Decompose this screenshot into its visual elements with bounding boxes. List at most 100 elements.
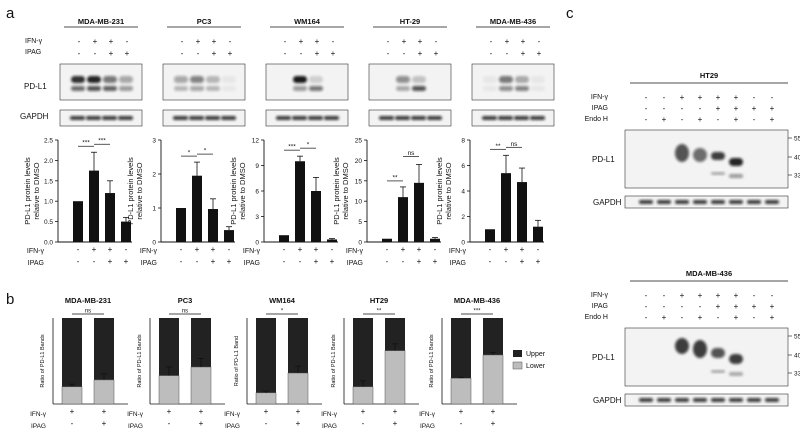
x-row-label-ipag: IPAG xyxy=(31,423,46,430)
ipag-sign: - xyxy=(490,49,493,58)
ifng-sign: + xyxy=(716,291,721,300)
gapdh-band xyxy=(639,200,653,204)
bar-chart-a-3: PD-L1 protein levels relative to DMSO0369… xyxy=(229,138,338,267)
gapdh-band xyxy=(173,116,188,120)
pdl1-band xyxy=(711,370,725,373)
y-tick-label: 9 xyxy=(255,163,259,170)
ipag-sign: - xyxy=(300,49,303,58)
endoh-sign: - xyxy=(681,313,684,322)
endoh-sign: - xyxy=(717,313,720,322)
ipag-sign: - xyxy=(181,49,184,58)
endoh-sign: + xyxy=(662,313,667,322)
kda-label: 55 kDa xyxy=(794,334,800,341)
ifng-sign: + xyxy=(698,291,703,300)
gapdh-band xyxy=(514,116,529,120)
bar-upper xyxy=(62,318,82,387)
ipag-sign: + xyxy=(418,49,423,58)
ifng-sign: + xyxy=(521,37,526,46)
ifng-sign: - xyxy=(645,93,648,102)
ipag-sign: - xyxy=(387,49,390,58)
ipag-sign: + xyxy=(199,419,204,428)
bar xyxy=(533,226,543,242)
pdl1-band-upper xyxy=(412,76,426,83)
pdl1-band-upper xyxy=(531,76,545,83)
bar-upper xyxy=(288,318,308,374)
pdl1-band-lower xyxy=(396,86,410,91)
cell-line-title-b: WM164 xyxy=(269,296,296,305)
ipag-sign: + xyxy=(124,257,129,266)
gapdh-band xyxy=(675,200,689,204)
ifng-sign: + xyxy=(212,37,217,46)
gapdh-band xyxy=(411,116,426,120)
endoh-sign: - xyxy=(753,313,756,322)
pdl1-band xyxy=(693,148,707,162)
gapdh-band xyxy=(675,398,689,402)
ipag-sign: - xyxy=(196,257,199,266)
gapdh-band xyxy=(765,200,779,204)
cell-line-title-b: PC3 xyxy=(178,296,193,305)
ipag-sign: - xyxy=(681,104,684,113)
x-row-label-ifng: IFN-γ xyxy=(27,248,45,255)
cell-line-title-a: HT-29 xyxy=(400,17,420,26)
significance-label: *** xyxy=(288,144,296,151)
pdl1-band-upper xyxy=(71,76,85,83)
gapdh-band xyxy=(379,116,394,120)
y-axis-label: relative to DMSO xyxy=(444,162,453,219)
y-tick-label: 8 xyxy=(461,138,465,145)
endoh-sign: + xyxy=(698,115,703,124)
ifng-sign: + xyxy=(680,291,685,300)
y-tick-label: 2.0 xyxy=(44,158,53,165)
y-axis-label: PD-L1 protein levels xyxy=(126,157,135,225)
ipag-sign: - xyxy=(93,257,96,266)
y-axis-label: relative to DMSO xyxy=(238,162,247,219)
ifng-sign: + xyxy=(459,407,464,416)
bar xyxy=(485,229,495,242)
significance-label: * xyxy=(281,309,284,315)
panel-label-a: a xyxy=(6,5,15,22)
x-row-label-ipag: IPAG xyxy=(141,260,157,267)
ifng-sign: + xyxy=(108,245,113,254)
ipag-sign: + xyxy=(491,419,496,428)
ifng-sign: + xyxy=(504,245,509,254)
label-ifng-c: IFN-γ xyxy=(591,94,609,101)
ifng-sign: + xyxy=(195,245,200,254)
pdl1-band-lower xyxy=(174,86,188,91)
blot-a-3: WM164 - - + - + + - + xyxy=(265,17,349,127)
ipag-sign: + xyxy=(521,49,526,58)
ifng-sign: + xyxy=(680,93,685,102)
pdl1-band-lower xyxy=(483,86,497,91)
ipag-sign: - xyxy=(506,49,509,58)
ipag-sign: - xyxy=(265,419,268,428)
bar-lower xyxy=(482,354,504,405)
ipag-sign: - xyxy=(283,257,286,266)
ifng-sign: + xyxy=(698,93,703,102)
gapdh-band xyxy=(324,116,339,120)
x-row-label-ipag: IPAG xyxy=(347,260,363,267)
gapdh-band xyxy=(86,116,101,120)
ifng-sign: - xyxy=(663,93,666,102)
bar xyxy=(414,182,424,242)
ifng-sign: + xyxy=(199,407,204,416)
ipag-sign: + xyxy=(108,257,113,266)
ipag-sign: - xyxy=(645,302,648,311)
ifng-sign: + xyxy=(505,37,510,46)
pdl1-band-upper xyxy=(499,76,513,83)
ifng-sign: - xyxy=(663,291,666,300)
y-axis-label: PD-L1 protein levels xyxy=(435,157,444,225)
ipag-sign: - xyxy=(299,257,302,266)
ipag-sign: - xyxy=(663,104,666,113)
bar-lower xyxy=(158,375,180,405)
ifng-sign: - xyxy=(771,291,774,300)
ipag-sign: + xyxy=(537,49,542,58)
endoh-sign: - xyxy=(645,313,648,322)
cell-line-title-a: WM164 xyxy=(294,17,321,26)
ipag-sign: + xyxy=(536,257,541,266)
pdl1-band xyxy=(693,340,707,358)
label-endoh-c: Endo H xyxy=(585,314,608,321)
blot-c-title: MDA-MB-436 xyxy=(686,269,732,278)
ipag-sign: + xyxy=(752,302,757,311)
ifng-sign: + xyxy=(401,245,406,254)
ifng-sign: + xyxy=(402,37,407,46)
ipag-sign: + xyxy=(520,257,525,266)
stacked-chart-b-5: MDA-MB-436 Ratio of PD-L1 Bands + - + + *** IFN… xyxy=(419,296,517,430)
